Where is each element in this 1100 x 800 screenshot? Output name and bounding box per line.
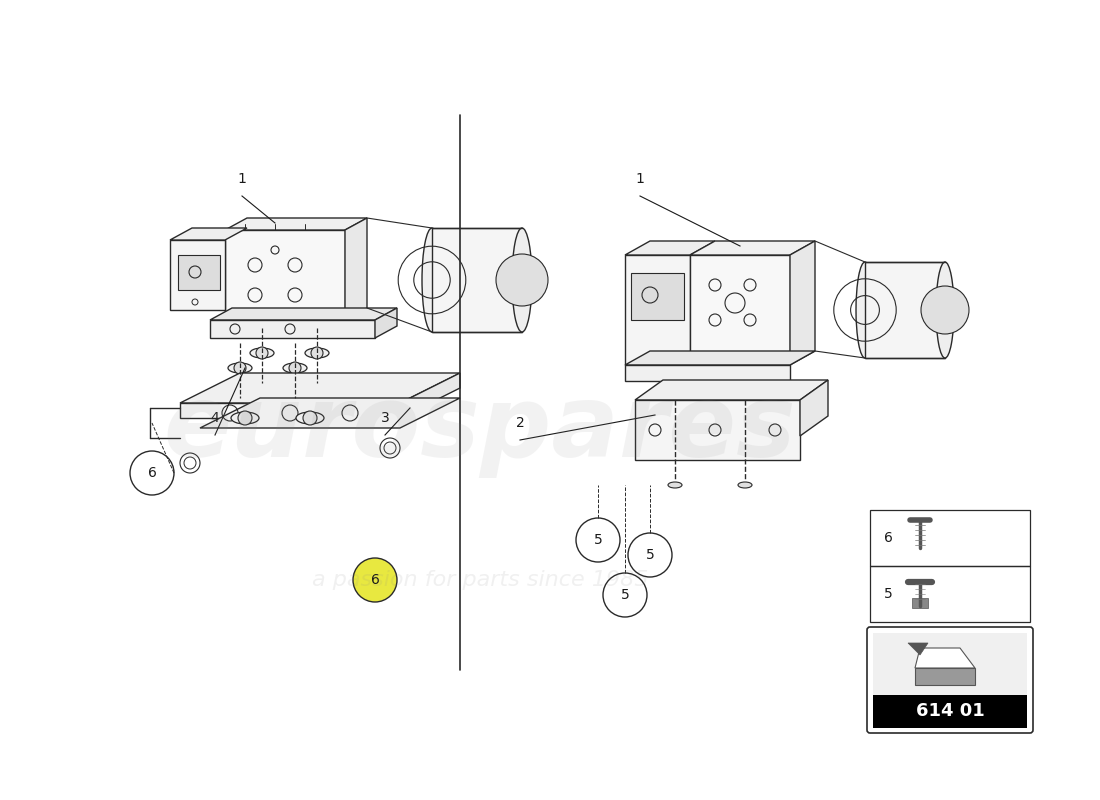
Polygon shape xyxy=(170,240,226,310)
Circle shape xyxy=(238,411,252,425)
Circle shape xyxy=(302,411,317,425)
Ellipse shape xyxy=(231,412,258,424)
Ellipse shape xyxy=(936,262,954,358)
Text: 5: 5 xyxy=(620,588,629,602)
Polygon shape xyxy=(180,403,400,418)
Circle shape xyxy=(603,573,647,617)
Polygon shape xyxy=(800,380,828,436)
Text: 614 01: 614 01 xyxy=(915,702,984,721)
Polygon shape xyxy=(635,400,800,460)
Polygon shape xyxy=(690,255,790,365)
Polygon shape xyxy=(790,241,815,365)
Polygon shape xyxy=(625,255,690,365)
Ellipse shape xyxy=(296,412,324,424)
Text: 6: 6 xyxy=(371,573,380,587)
Circle shape xyxy=(311,347,323,359)
Circle shape xyxy=(628,533,672,577)
Polygon shape xyxy=(180,373,460,403)
Polygon shape xyxy=(178,255,220,290)
Polygon shape xyxy=(375,308,397,338)
Polygon shape xyxy=(226,230,345,320)
Polygon shape xyxy=(635,380,828,400)
Ellipse shape xyxy=(856,262,875,358)
Polygon shape xyxy=(432,228,522,332)
Polygon shape xyxy=(690,241,815,255)
Circle shape xyxy=(576,518,620,562)
Polygon shape xyxy=(210,320,375,338)
Circle shape xyxy=(921,286,969,334)
Text: 1: 1 xyxy=(636,172,645,186)
Polygon shape xyxy=(200,398,460,428)
Text: 3: 3 xyxy=(381,411,389,425)
Ellipse shape xyxy=(228,363,252,373)
Text: 4: 4 xyxy=(210,411,219,425)
Text: a passion for parts since 1985: a passion for parts since 1985 xyxy=(311,570,648,590)
Text: 6: 6 xyxy=(147,466,156,480)
Bar xyxy=(873,695,1027,728)
Polygon shape xyxy=(625,365,790,381)
Text: 5: 5 xyxy=(646,548,654,562)
Circle shape xyxy=(289,362,301,374)
Ellipse shape xyxy=(283,363,307,373)
Ellipse shape xyxy=(250,348,274,358)
Polygon shape xyxy=(908,643,928,655)
Bar xyxy=(912,598,928,608)
Polygon shape xyxy=(226,218,367,230)
Ellipse shape xyxy=(668,482,682,488)
Circle shape xyxy=(496,254,548,306)
Circle shape xyxy=(234,362,246,374)
Text: 6: 6 xyxy=(883,531,892,545)
Ellipse shape xyxy=(305,348,329,358)
Polygon shape xyxy=(170,228,248,240)
Polygon shape xyxy=(631,273,684,320)
Text: 5: 5 xyxy=(883,587,892,601)
Polygon shape xyxy=(345,218,367,320)
Polygon shape xyxy=(625,241,715,255)
Ellipse shape xyxy=(422,228,442,332)
Circle shape xyxy=(353,558,397,602)
Text: 5: 5 xyxy=(594,533,603,547)
Bar xyxy=(870,510,1030,566)
Polygon shape xyxy=(915,668,975,685)
FancyBboxPatch shape xyxy=(867,627,1033,733)
Polygon shape xyxy=(915,648,975,668)
Circle shape xyxy=(130,451,174,495)
Ellipse shape xyxy=(738,482,752,488)
Bar xyxy=(873,633,1027,695)
Polygon shape xyxy=(210,308,397,320)
Polygon shape xyxy=(625,351,815,365)
Text: 1: 1 xyxy=(238,172,246,186)
Circle shape xyxy=(256,347,268,359)
Polygon shape xyxy=(400,373,460,418)
Polygon shape xyxy=(865,262,945,358)
Ellipse shape xyxy=(512,228,532,332)
Text: 2: 2 xyxy=(516,416,525,430)
Bar xyxy=(870,566,1030,622)
Text: eurospares: eurospares xyxy=(164,382,796,478)
